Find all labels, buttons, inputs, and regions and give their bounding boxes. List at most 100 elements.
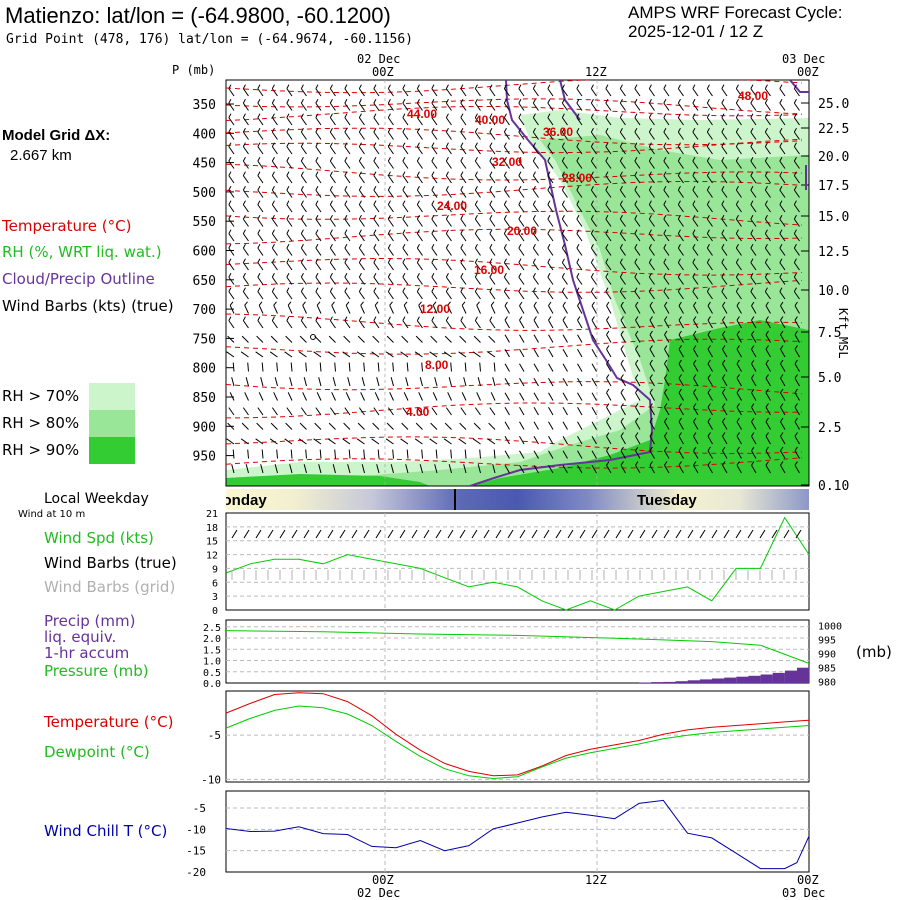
- wind-barb-staff: [751, 435, 757, 445]
- wind-barb-flag: [576, 127, 580, 133]
- wind-barb: [751, 388, 757, 401]
- wind-barb: [561, 287, 568, 300]
- wind-barb-staff: [750, 88, 757, 97]
- wind-barb-staff: [387, 247, 394, 256]
- wind-barb: [489, 229, 496, 242]
- wind-barb: [620, 330, 626, 343]
- wind-barb: [402, 200, 409, 213]
- wind-barb: [693, 301, 699, 314]
- wind-barb-staff: [533, 392, 539, 401]
- wind-barb: [387, 214, 394, 227]
- wind-barb-staff: [735, 218, 742, 227]
- wind-barb: [794, 403, 800, 416]
- wind-barb: [678, 461, 684, 474]
- wind-barb: [706, 127, 713, 140]
- wind-barb-flag: [445, 272, 449, 278]
- wind-barb-flag: [605, 214, 609, 220]
- wind-barb: [693, 359, 699, 372]
- wind-barb: [358, 127, 365, 140]
- wind-barb-staff: [489, 276, 496, 285]
- wind-barb-staff: [721, 247, 728, 256]
- wind-barb-staff: [392, 449, 394, 459]
- wind-barb-staff: [519, 334, 525, 343]
- wind-barb: [706, 142, 713, 155]
- wind-barb-flag: [474, 272, 478, 278]
- wind-barb-staff: [487, 438, 496, 445]
- wind-barb: [492, 464, 496, 474]
- wind-barb: [648, 84, 655, 97]
- wind-barb: [634, 185, 641, 198]
- wind-barb: [591, 301, 597, 314]
- wind-barb: [519, 435, 525, 445]
- wind-barb: [358, 171, 365, 184]
- wind-barb-flag: [750, 113, 754, 118]
- wind-barb-staff: [257, 117, 264, 126]
- wind-barb: [228, 84, 235, 97]
- wind-barb-staff: [779, 233, 786, 242]
- wind-barb: [290, 362, 293, 372]
- wind-barb-flag: [373, 287, 377, 292]
- wind-barb: [780, 432, 786, 445]
- wind-barb-staff: [402, 189, 409, 198]
- wind-barb: [406, 362, 409, 372]
- wind-barb: [473, 335, 481, 343]
- wind-barb-staff: [460, 189, 467, 198]
- wind-barb-staff: [547, 131, 554, 140]
- wind-barb: [344, 272, 351, 285]
- wind-barb-flag: [794, 432, 798, 437]
- wind-barb-staff: [692, 146, 699, 155]
- wind-barb-staff: [706, 88, 713, 97]
- wind-barb: [780, 461, 786, 474]
- wind-barb-flag: [619, 258, 623, 263]
- wind-barb-flag: [779, 113, 783, 118]
- wind-barb-flag: [707, 432, 711, 437]
- wind-barb: [373, 272, 380, 285]
- wind-barb-flag: [605, 200, 609, 205]
- wind-barb-staff: [706, 131, 713, 140]
- wind-barb-staff: [473, 335, 481, 343]
- wind-barb-staff: [460, 102, 467, 111]
- wind-barb-flag: [387, 142, 391, 147]
- wind-barb: [533, 348, 539, 358]
- wind-barb-flag: [329, 316, 333, 321]
- wind-barb: [416, 258, 423, 271]
- wind-barb: [677, 171, 684, 184]
- wind-barb: [590, 142, 597, 155]
- wind-barb: [286, 171, 293, 184]
- wind-barb-flag: [402, 243, 406, 249]
- wind-barb-staff: [793, 233, 800, 242]
- wind-barb-staff: [445, 204, 452, 213]
- wind-barb: [751, 446, 757, 459]
- wind-barb-staff: [474, 204, 481, 213]
- wind-barb-staff: [678, 348, 684, 358]
- wind-barb-flag: [605, 243, 609, 249]
- wind-barb-staff: [780, 363, 786, 372]
- wind-barb-flag: [445, 200, 449, 205]
- wind-barb-staff: [474, 102, 481, 111]
- wind-barb-staff: [693, 363, 699, 372]
- wind-barb: [300, 316, 307, 329]
- wind-barb-flag: [780, 301, 784, 306]
- wind-barb-flag: [764, 229, 768, 234]
- wind-barb-staff: [677, 276, 684, 285]
- wind-barb-staff: [678, 464, 684, 474]
- wind-barb-staff: [255, 351, 264, 358]
- wind-barb-staff: [648, 291, 655, 300]
- wind-barb: [765, 301, 771, 314]
- wind-barb-staff: [290, 362, 293, 372]
- wind-barb-staff: [664, 392, 670, 401]
- wind-barb-staff: [489, 407, 496, 416]
- wind-barb-flag: [634, 258, 638, 263]
- wind-barb-staff: [635, 348, 641, 358]
- wind-barb-staff: [605, 218, 612, 227]
- wind-barb-staff: [794, 334, 800, 343]
- wind-barb: [721, 185, 728, 198]
- wind-barb: [269, 438, 278, 445]
- wind-barb-staff: [562, 348, 568, 358]
- wind-barb-staff: [619, 204, 626, 213]
- wind-barb-staff: [284, 438, 293, 445]
- wind-barb-staff: [329, 320, 336, 329]
- wind-barb-flag: [532, 113, 536, 118]
- wind-barb-flag: [489, 98, 493, 104]
- wind-barb: [287, 392, 293, 401]
